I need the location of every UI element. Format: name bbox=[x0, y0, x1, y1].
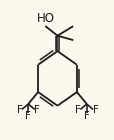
Text: F: F bbox=[83, 111, 89, 121]
Text: F: F bbox=[16, 105, 22, 115]
Text: F: F bbox=[25, 111, 31, 121]
Text: F: F bbox=[74, 105, 80, 115]
Text: F: F bbox=[92, 105, 98, 115]
Text: HO: HO bbox=[36, 12, 54, 25]
Text: F: F bbox=[34, 105, 40, 115]
